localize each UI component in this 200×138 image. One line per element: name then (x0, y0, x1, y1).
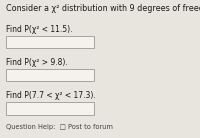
Text: Find P(χ² > 9.8).: Find P(χ² > 9.8). (6, 58, 68, 67)
Text: Find P(χ² < 11.5).: Find P(χ² < 11.5). (6, 25, 72, 34)
Text: Question Help:  □ Post to forum: Question Help: □ Post to forum (6, 124, 113, 130)
Text: Consider a χ² distribution with 9 degrees of freedom.: Consider a χ² distribution with 9 degree… (6, 4, 200, 13)
FancyBboxPatch shape (6, 69, 94, 81)
FancyBboxPatch shape (6, 36, 94, 48)
Text: Find P(7.7 < χ² < 17.3).: Find P(7.7 < χ² < 17.3). (6, 91, 96, 100)
FancyBboxPatch shape (6, 102, 94, 115)
